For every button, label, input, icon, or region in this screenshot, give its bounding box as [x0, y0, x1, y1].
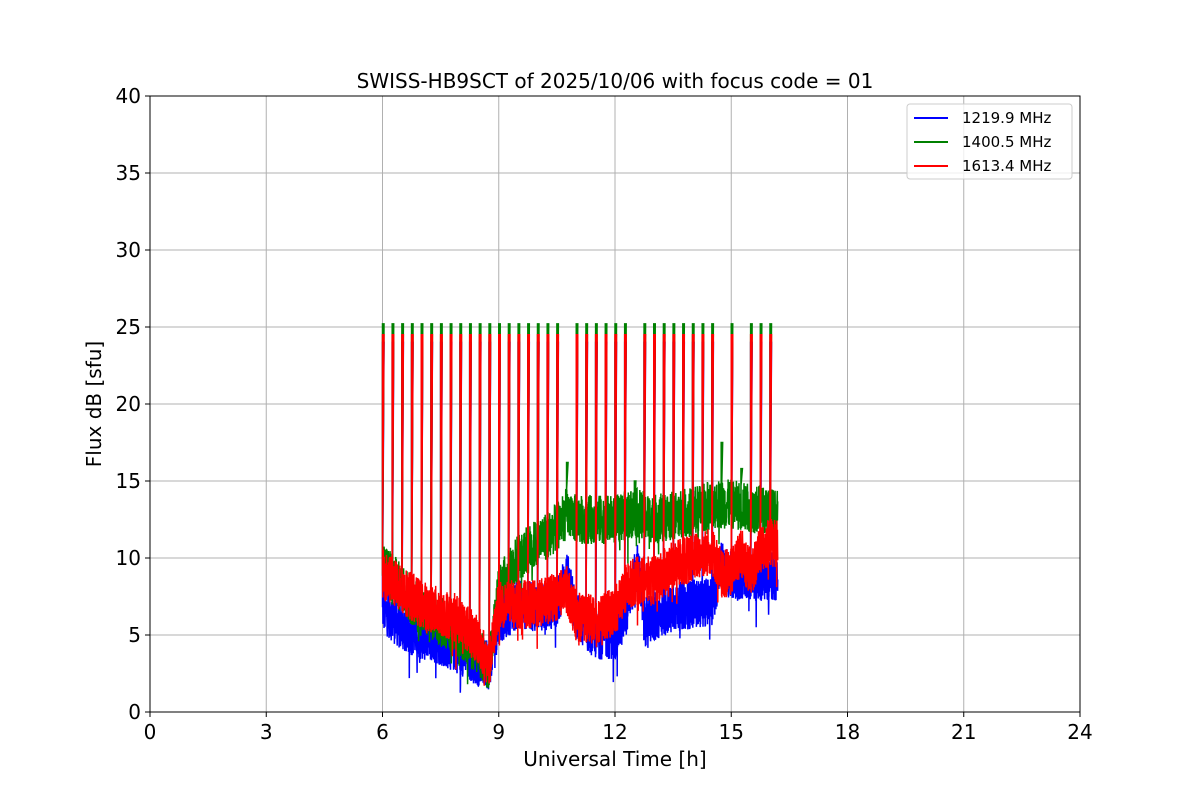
y-tick-label: 35	[116, 161, 141, 185]
chart-title: SWISS-HB9SCT of 2025/10/06 with focus co…	[357, 69, 874, 93]
y-tick-label: 5	[128, 623, 141, 647]
x-axis-label: Universal Time [h]	[523, 747, 706, 771]
x-tick-label: 6	[376, 720, 389, 744]
x-tick-label: 15	[719, 720, 744, 744]
legend: 1219.9 MHz 1400.5 MHz 1613.4 MHz	[906, 103, 1073, 180]
ticks: 0 3 6 9 12 15 18 21 24 0 5 10 15 20 25 30 35 40	[116, 84, 1093, 744]
y-tick-label: 0	[128, 700, 141, 724]
x-tick-label: 21	[951, 720, 976, 744]
y-tick-label: 25	[116, 315, 141, 339]
y-tick-label: 40	[116, 84, 141, 108]
plot-lines	[381, 323, 779, 693]
x-tick-label: 0	[144, 720, 157, 744]
y-tick-label: 30	[116, 238, 141, 262]
legend-label: 1613.4 MHz	[962, 157, 1051, 175]
y-tick-label: 15	[116, 469, 141, 493]
x-tick-label: 3	[260, 720, 273, 744]
x-tick-label: 24	[1067, 720, 1092, 744]
legend-label: 1219.9 MHz	[962, 109, 1051, 127]
series-line-2	[381, 333, 779, 686]
y-tick-label: 20	[116, 392, 141, 416]
x-tick-label: 9	[492, 720, 505, 744]
legend-label: 1400.5 MHz	[962, 133, 1051, 151]
y-tick-label: 10	[116, 546, 141, 570]
x-tick-label: 18	[835, 720, 860, 744]
x-tick-label: 12	[602, 720, 627, 744]
y-axis-label: Flux dB [sfu]	[82, 341, 106, 467]
legend-box	[906, 103, 1073, 180]
